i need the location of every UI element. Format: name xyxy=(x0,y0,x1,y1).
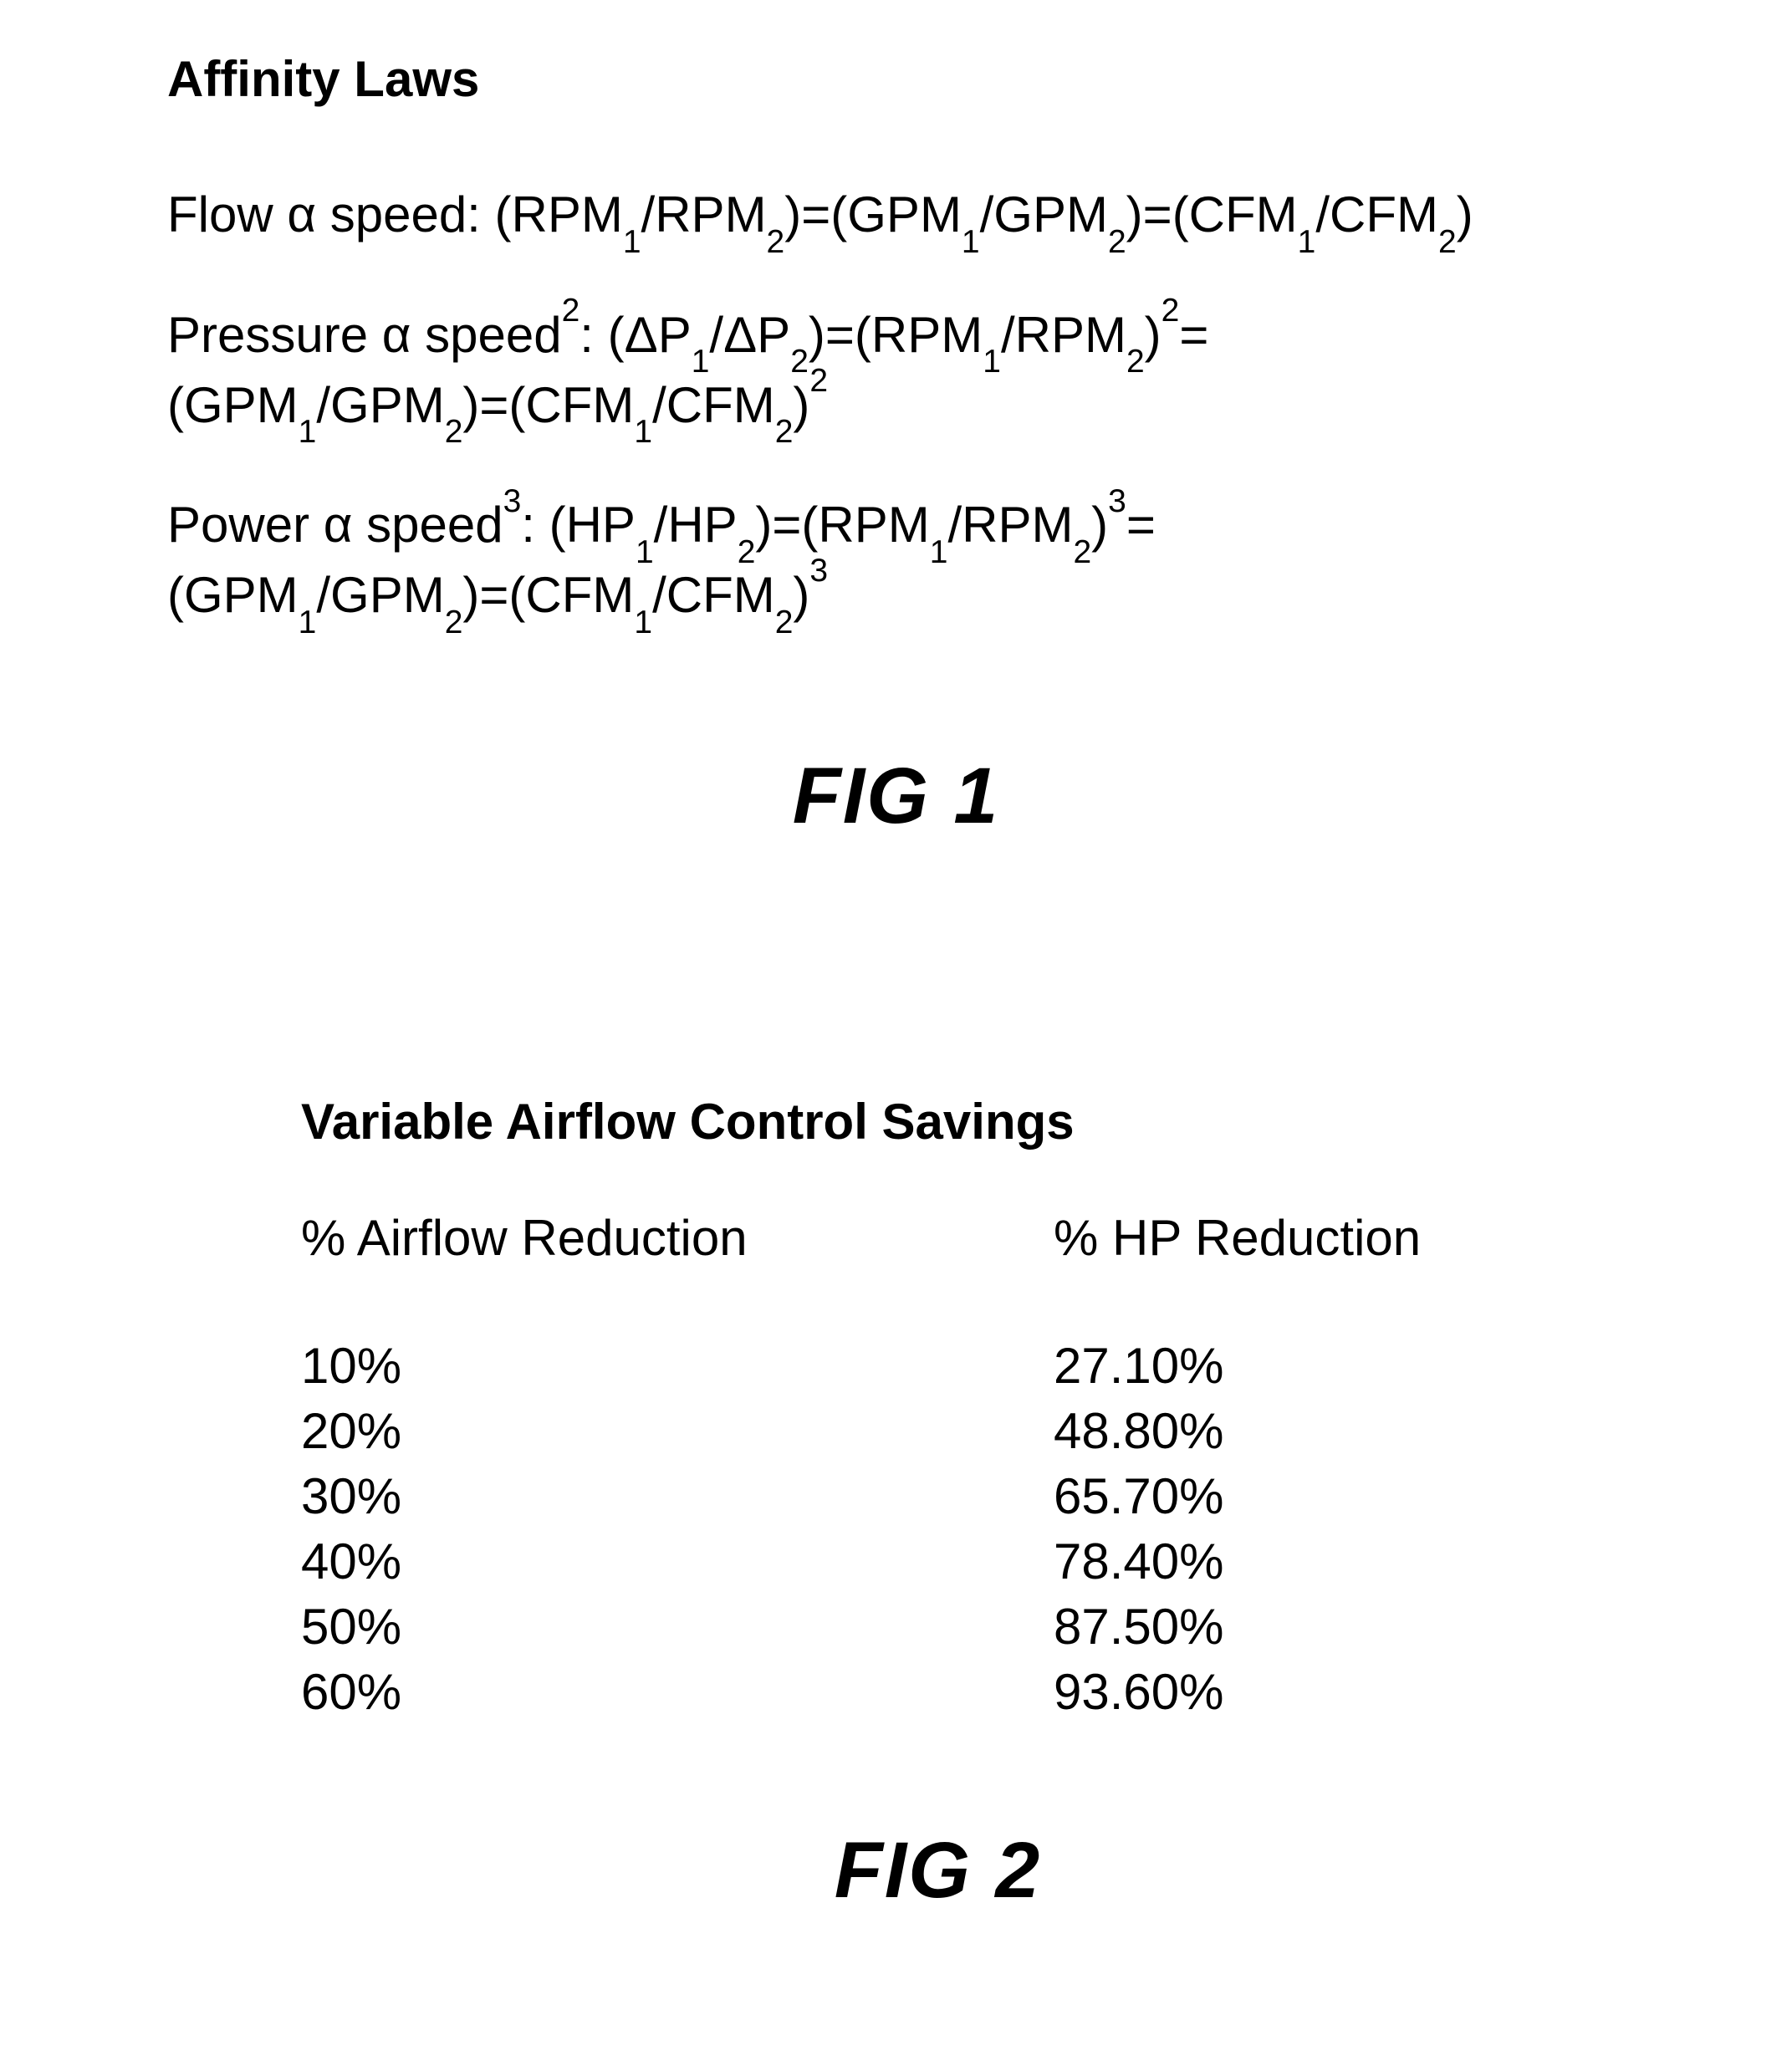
table-cell: 93.60% xyxy=(1054,1660,1421,1725)
savings-table: % Airflow Reduction 10% 20% 30% 40% 50% … xyxy=(301,1209,1575,1725)
table-header: % Airflow Reduction xyxy=(301,1209,1054,1267)
table-cell: 30% xyxy=(301,1464,1054,1529)
table-cell: 87.50% xyxy=(1054,1594,1421,1660)
table-cell: 65.70% xyxy=(1054,1464,1421,1529)
table-cell: 60% xyxy=(301,1660,1054,1725)
table-cell: 48.80% xyxy=(1054,1399,1421,1464)
formula-power: Power α speed3: (HP1/HP2)=(RPM1/RPM2)3=(… xyxy=(167,493,1625,634)
figure-2-label: FIG 2 xyxy=(301,1825,1575,1916)
table-col-hp: % HP Reduction 27.10% 48.80% 65.70% 78.4… xyxy=(1054,1209,1421,1725)
table-cell: 50% xyxy=(301,1594,1054,1660)
formula-pressure: Pressure α speed2: (ΔP1/ΔP2)=(RPM1/RPM2)… xyxy=(167,304,1625,444)
table-cell: 78.40% xyxy=(1054,1529,1421,1594)
figure-1-label: FIG 1 xyxy=(167,751,1625,842)
section1-heading: Affinity Laws xyxy=(167,50,1625,108)
table-col-airflow: % Airflow Reduction 10% 20% 30% 40% 50% … xyxy=(301,1209,1054,1725)
page: Affinity Laws Flow α speed: (RPM1/RPM2)=… xyxy=(0,0,1792,2056)
table-header: % HP Reduction xyxy=(1054,1209,1421,1267)
table-cell: 10% xyxy=(301,1334,1054,1399)
formula-flow: Flow α speed: (RPM1/RPM2)=(GPM1/GPM2)=(C… xyxy=(167,183,1625,253)
table-cell: 20% xyxy=(301,1399,1054,1464)
section2: Variable Airflow Control Savings % Airfl… xyxy=(167,1093,1625,1916)
table-cell: 27.10% xyxy=(1054,1334,1421,1399)
section2-heading: Variable Airflow Control Savings xyxy=(301,1093,1575,1150)
table-cell: 40% xyxy=(301,1529,1054,1594)
